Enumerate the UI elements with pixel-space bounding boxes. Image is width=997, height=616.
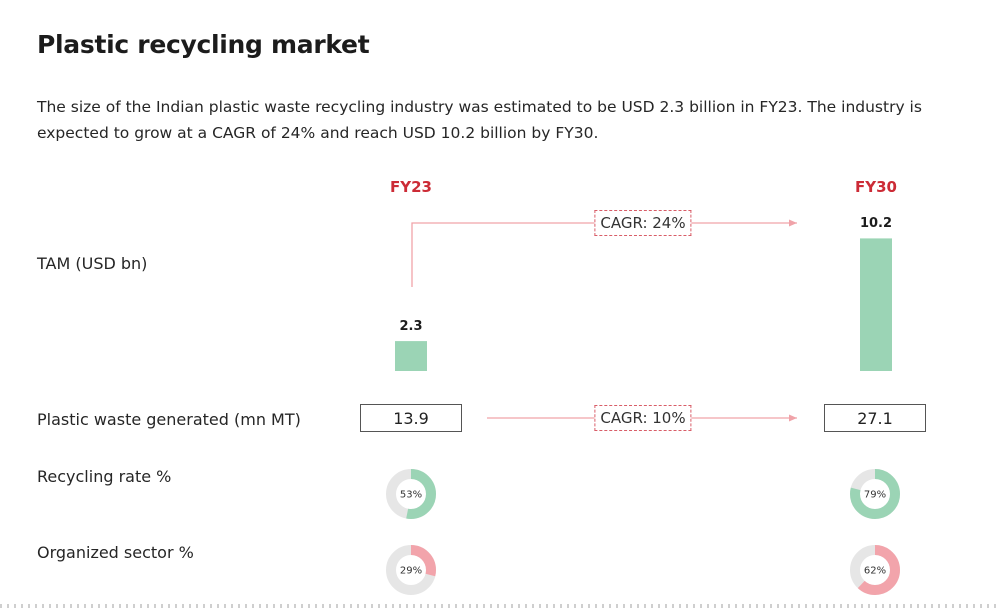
donut-label-recycling-fy30: 79%	[864, 490, 886, 501]
row-label-recycling: Recycling rate %	[37, 467, 172, 486]
page-title: Plastic recycling market	[37, 30, 370, 59]
year-fy23: FY23	[390, 178, 432, 196]
waste-value-fy30: 27.1	[824, 404, 926, 432]
donut-recycling-fy30: 79%	[850, 469, 900, 519]
donut-arc-recycling-fy30	[850, 469, 900, 519]
bottom-divider	[0, 604, 997, 608]
cagr-tam-callout: CAGR: 24%	[594, 210, 692, 236]
cagr-waste-callout: CAGR: 10%	[594, 405, 692, 431]
donut-label-organized-fy23: 29%	[400, 566, 422, 577]
donut-arc-organized-fy30	[850, 545, 900, 595]
description: The size of the Indian plastic waste rec…	[37, 98, 922, 142]
waste-value-fy23: 13.9	[360, 404, 462, 432]
donut-label-recycling-fy23: 53%	[400, 490, 422, 501]
donut-label-organized-fy30: 62%	[864, 566, 886, 577]
bar-tam-fy23	[395, 341, 427, 371]
row-label-organized: Organized sector %	[37, 543, 194, 562]
donut-arc-organized-fy23	[386, 545, 436, 595]
donut-arc-recycling-fy23	[386, 469, 436, 519]
bar-value-label-fy23: 2.3	[399, 319, 423, 335]
donut-organized-fy23: 29%	[386, 545, 436, 595]
bar-tam-fy30	[860, 238, 892, 371]
row-label-waste: Plastic waste generated (mn MT)	[37, 410, 301, 429]
year-fy30: FY30	[855, 178, 897, 196]
bar-value-label-fy30: 10.2	[859, 216, 893, 232]
donut-organized-fy30: 62%	[850, 545, 900, 595]
donut-recycling-fy23: 53%	[386, 469, 436, 519]
row-label-tam: TAM (USD bn)	[37, 254, 148, 273]
